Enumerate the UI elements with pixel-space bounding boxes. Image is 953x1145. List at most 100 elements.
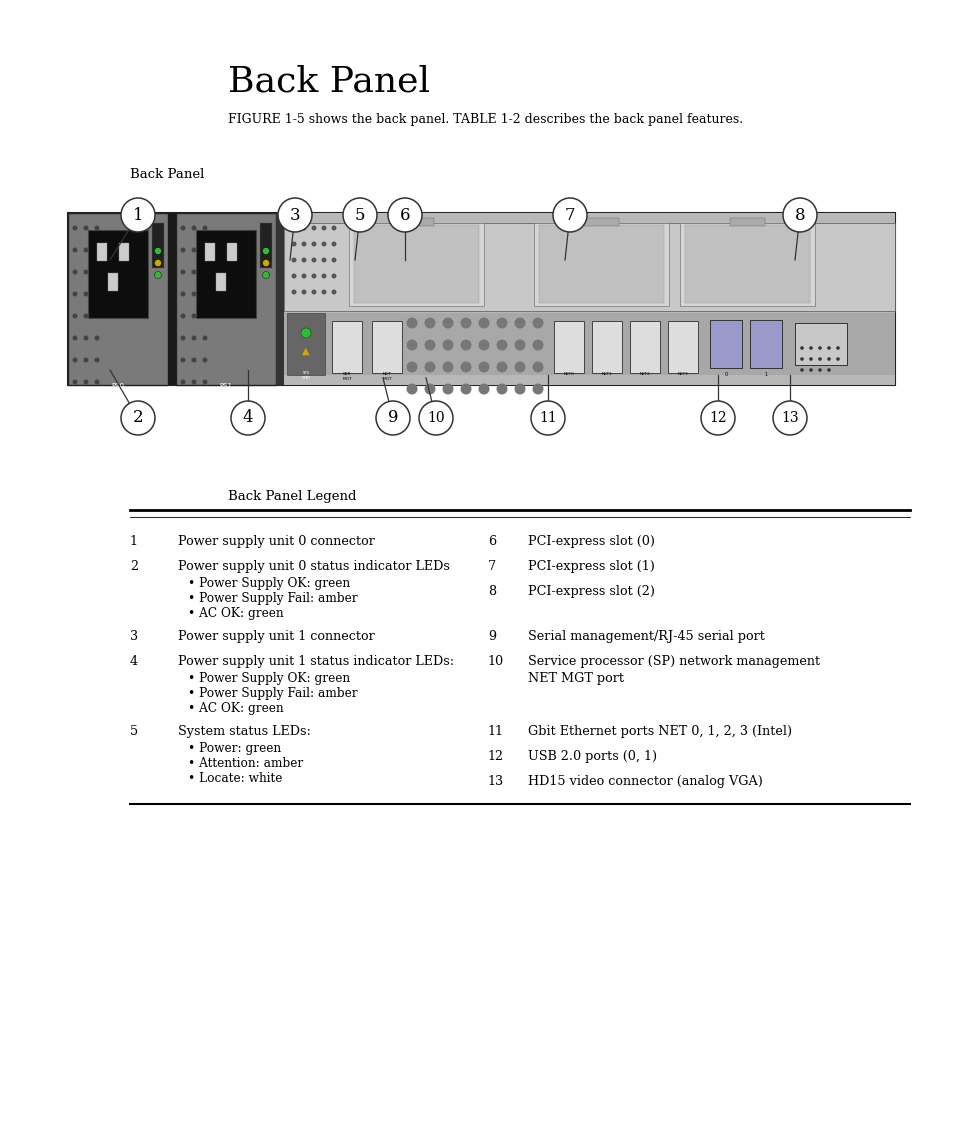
Circle shape <box>700 401 734 435</box>
Text: PS1: PS1 <box>219 382 233 389</box>
Circle shape <box>202 226 208 230</box>
Text: Serial management/RJ-45 serial port: Serial management/RJ-45 serial port <box>527 630 764 643</box>
Circle shape <box>72 335 77 340</box>
Circle shape <box>262 271 269 278</box>
Text: NET0: NET0 <box>563 372 574 376</box>
Bar <box>679 223 814 306</box>
Bar <box>215 273 226 291</box>
Circle shape <box>72 247 77 253</box>
Circle shape <box>800 369 803 372</box>
Circle shape <box>292 242 296 246</box>
Circle shape <box>478 317 489 329</box>
Bar <box>119 243 129 261</box>
Circle shape <box>94 226 99 230</box>
Circle shape <box>154 247 161 254</box>
Text: NET
MGT: NET MGT <box>382 372 392 380</box>
Circle shape <box>94 357 99 363</box>
Circle shape <box>292 290 296 294</box>
Bar <box>284 223 894 311</box>
Bar <box>287 313 325 376</box>
Bar <box>152 223 164 268</box>
Text: SER
MGT: SER MGT <box>342 372 352 380</box>
Circle shape <box>514 384 525 395</box>
Bar <box>108 273 118 291</box>
Circle shape <box>388 198 421 232</box>
Circle shape <box>496 384 507 395</box>
Text: • Power Supply OK: green: • Power Supply OK: green <box>188 672 350 685</box>
Circle shape <box>192 292 196 297</box>
Circle shape <box>84 335 89 340</box>
Circle shape <box>202 335 208 340</box>
Text: 7: 7 <box>564 206 575 223</box>
Bar <box>629 321 659 373</box>
Circle shape <box>460 340 471 350</box>
Text: SYS
STAT: SYS STAT <box>301 371 311 380</box>
Circle shape <box>72 314 77 318</box>
Circle shape <box>121 198 154 232</box>
Circle shape <box>180 314 185 318</box>
Text: 7: 7 <box>488 560 496 572</box>
Text: NET MGT port: NET MGT port <box>527 672 623 685</box>
Circle shape <box>84 269 89 275</box>
Circle shape <box>442 317 453 329</box>
Text: 1: 1 <box>763 372 767 377</box>
Circle shape <box>532 384 543 395</box>
Text: 4: 4 <box>130 655 138 668</box>
Text: 1: 1 <box>132 206 143 223</box>
Bar <box>332 321 361 373</box>
Circle shape <box>72 357 77 363</box>
Circle shape <box>442 340 453 350</box>
Text: 4: 4 <box>242 410 253 426</box>
Circle shape <box>424 317 435 329</box>
Bar <box>398 218 434 226</box>
Circle shape <box>424 340 435 350</box>
Circle shape <box>72 226 77 230</box>
Text: Back Panel: Back Panel <box>130 168 204 181</box>
Circle shape <box>202 247 208 253</box>
Circle shape <box>202 269 208 275</box>
Text: Gbit Ethernet ports NET 0, 1, 2, 3 (Intel): Gbit Ethernet ports NET 0, 1, 2, 3 (Inte… <box>527 725 791 739</box>
Circle shape <box>292 274 296 278</box>
Text: 10: 10 <box>488 655 503 668</box>
Circle shape <box>496 317 507 329</box>
Circle shape <box>192 357 196 363</box>
Circle shape <box>406 317 417 329</box>
Circle shape <box>406 340 417 350</box>
Circle shape <box>836 346 839 350</box>
Circle shape <box>180 357 185 363</box>
Circle shape <box>94 335 99 340</box>
Circle shape <box>202 357 208 363</box>
Bar <box>97 243 107 261</box>
Bar <box>538 226 663 303</box>
Circle shape <box>424 362 435 372</box>
Circle shape <box>84 314 89 318</box>
Circle shape <box>321 290 326 294</box>
Circle shape <box>532 317 543 329</box>
Circle shape <box>84 226 89 230</box>
Circle shape <box>72 379 77 385</box>
Circle shape <box>72 292 77 297</box>
Circle shape <box>94 269 99 275</box>
Circle shape <box>180 247 185 253</box>
Bar <box>260 223 272 268</box>
Circle shape <box>800 346 803 350</box>
Text: HD15 video connector (analog VGA): HD15 video connector (analog VGA) <box>527 775 762 788</box>
Text: PCI-express slot (2): PCI-express slot (2) <box>527 585 655 598</box>
Bar <box>349 223 483 306</box>
Bar <box>168 213 175 385</box>
Circle shape <box>192 314 196 318</box>
Circle shape <box>301 258 306 262</box>
Circle shape <box>818 357 821 361</box>
Circle shape <box>180 292 185 297</box>
Bar <box>284 313 894 376</box>
Circle shape <box>514 317 525 329</box>
Circle shape <box>301 242 306 246</box>
Circle shape <box>331 226 336 230</box>
Text: 12: 12 <box>488 750 503 763</box>
Circle shape <box>321 258 326 262</box>
Text: USB 2.0 ports (0, 1): USB 2.0 ports (0, 1) <box>527 750 657 763</box>
Text: Power supply unit 0 status indicator LEDs: Power supply unit 0 status indicator LED… <box>178 560 450 572</box>
Text: PS0: PS0 <box>112 382 125 389</box>
Text: • AC OK: green: • AC OK: green <box>188 607 283 619</box>
Bar <box>68 213 894 385</box>
